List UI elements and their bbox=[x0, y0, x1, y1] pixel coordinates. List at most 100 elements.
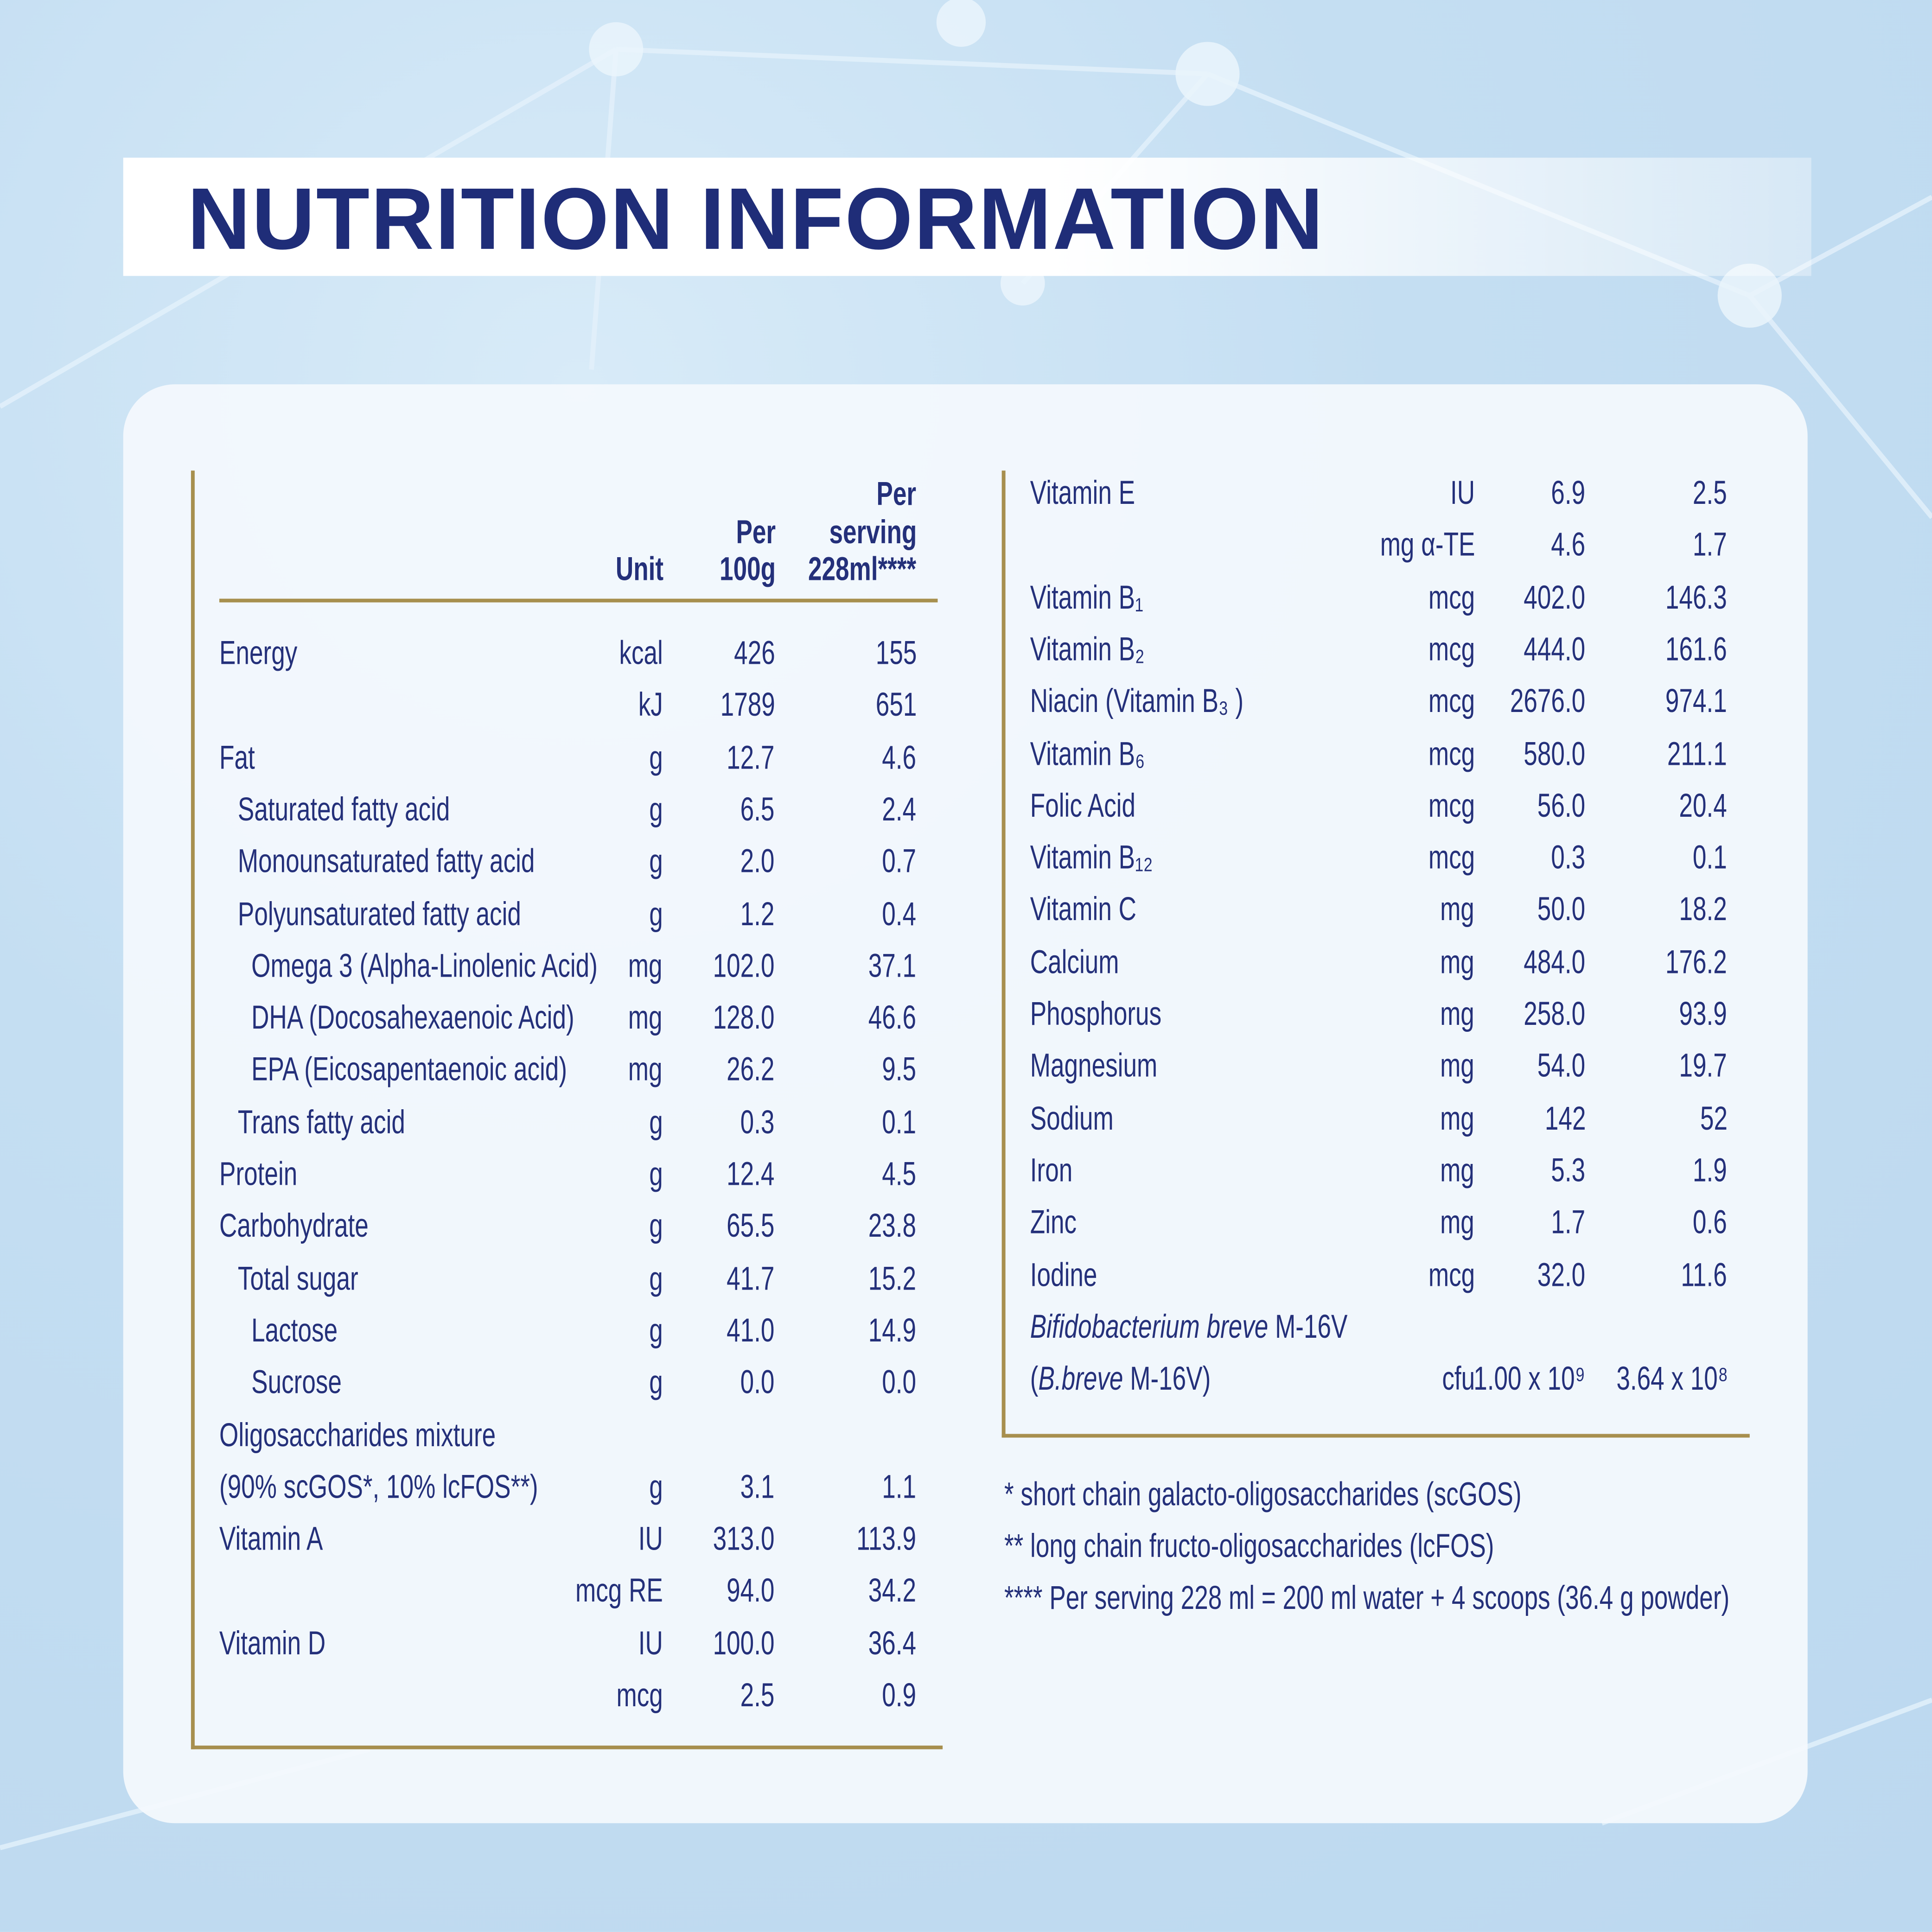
row-unit-text: mg bbox=[629, 999, 663, 1036]
row-per-serving: 93.9 bbox=[1358, 994, 1728, 1034]
row-unit: g bbox=[293, 1154, 663, 1194]
row-per-serving: 4.5 bbox=[547, 1154, 917, 1194]
row-per-serving: 23.8 bbox=[547, 1207, 917, 1246]
row-per-serving-text: 11.6 bbox=[1681, 1256, 1728, 1293]
row-unit: g bbox=[293, 789, 663, 829]
row-per-serving: 1.9 bbox=[1358, 1150, 1728, 1190]
row-per-100g-text: 313.0 bbox=[713, 1520, 775, 1557]
row-per-serving-text: 37.1 bbox=[868, 947, 917, 984]
row-unit-text: mcg bbox=[1428, 839, 1475, 876]
row-unit: mg bbox=[293, 1050, 663, 1089]
row-per-100g-text: 50.0 bbox=[1537, 891, 1586, 928]
row-label-text: Vitamin C bbox=[1030, 891, 1136, 928]
row-unit: g bbox=[293, 894, 663, 933]
right-table-border-bottom bbox=[1001, 1434, 1750, 1438]
row-per-serving-text: 2.4 bbox=[882, 790, 917, 828]
row-label-text: Folic Acid bbox=[1030, 787, 1135, 824]
row-label-text: (90% scGOS*, 10% lcFOS**) bbox=[219, 1468, 538, 1506]
row-label: Bifidobacterium breve M-16V bbox=[1030, 1307, 1459, 1346]
row-per-100g: 313.0 bbox=[405, 1519, 775, 1558]
row-per-100g: 100.0 bbox=[405, 1623, 775, 1663]
row-per-serving-text: 2.5 bbox=[1693, 474, 1728, 511]
row-label-text: Iron bbox=[1030, 1151, 1073, 1189]
row-per-serving-text: 161.6 bbox=[1666, 630, 1728, 668]
row-per-serving-text: 20.4 bbox=[1679, 787, 1728, 824]
row-unit-text: g bbox=[649, 1468, 663, 1506]
row-label: Fat bbox=[219, 737, 268, 777]
row-per-serving-text: 176.2 bbox=[1666, 943, 1728, 980]
header-unit-text: Unit bbox=[615, 550, 663, 588]
row-label-text: (B.breve M-16V) bbox=[1030, 1359, 1211, 1398]
row-label: (B.breve M-16V) bbox=[1030, 1359, 1274, 1398]
row-per-serving-text: 19.7 bbox=[1679, 1047, 1728, 1085]
row-unit: mg bbox=[1105, 1098, 1475, 1138]
row-unit: mg bbox=[1105, 942, 1475, 981]
row-per-100g-text: 2.5 bbox=[740, 1676, 775, 1714]
row-per-100g-text: 580.0 bbox=[1524, 735, 1586, 772]
row-unit-text: kJ bbox=[638, 686, 663, 724]
row-unit-text: g bbox=[649, 790, 663, 828]
row-unit: IU bbox=[293, 1519, 663, 1558]
row-label-text: Total sugar bbox=[237, 1259, 358, 1297]
row-per-100g-text: 0.3 bbox=[1551, 839, 1586, 876]
row-unit-text: mcg bbox=[1428, 1256, 1475, 1293]
row-per-serving: 0.7 bbox=[547, 842, 917, 881]
row-per-100g-text: 100.0 bbox=[713, 1624, 775, 1662]
row-per-serving-text: 52 bbox=[1700, 1099, 1728, 1137]
row-per-serving-text: 1.9 bbox=[1693, 1151, 1728, 1189]
row-per-100g-text: 4.6 bbox=[1551, 526, 1586, 564]
row-per-100g-text: 2676.0 bbox=[1510, 682, 1586, 720]
row-per-100g: 142 bbox=[1216, 1098, 1586, 1138]
row-per-100g: 444.0 bbox=[1216, 629, 1586, 669]
row-per-serving: 9.5 bbox=[547, 1050, 917, 1089]
row-unit-text: IU bbox=[1450, 474, 1475, 511]
row-label-text: Vitamin E bbox=[1030, 474, 1135, 511]
row-label: Vitamin A bbox=[219, 1519, 359, 1558]
row-per-100g: 102.0 bbox=[405, 946, 775, 985]
row-label: Omega 3 (Alpha-Linolenic Acid) bbox=[251, 946, 719, 985]
header-per100: 100g bbox=[407, 549, 776, 589]
row-per-100g-text: 1.00 x 10⁹ bbox=[1474, 1360, 1586, 1397]
row-per-serving-text: 14.9 bbox=[868, 1312, 917, 1349]
row-per-serving-text: 4.5 bbox=[882, 1155, 917, 1193]
row-label-text: Omega 3 (Alpha-Linolenic Acid) bbox=[251, 947, 598, 984]
row-unit-text: mg bbox=[1441, 943, 1475, 980]
row-per-serving-text: 155 bbox=[875, 634, 917, 672]
row-per-100g: 6.9 bbox=[1216, 473, 1586, 513]
row-per-100g: 1.7 bbox=[1216, 1202, 1586, 1242]
row-label: Vitamin E bbox=[1030, 473, 1172, 513]
row-per-100g: 426 bbox=[405, 633, 775, 673]
row-per-serving: 161.6 bbox=[1358, 629, 1728, 669]
row-per-100g: 128.0 bbox=[405, 998, 775, 1037]
row-unit: mcg bbox=[1105, 838, 1475, 877]
row-per-100g: 54.0 bbox=[1216, 1046, 1586, 1086]
page-title: NUTRITION INFORMATION bbox=[187, 171, 1325, 269]
row-label: Niacin (Vitamin B₃ ) bbox=[1030, 681, 1319, 721]
row-per-100g-text: 56.0 bbox=[1537, 787, 1586, 824]
row-per-serving: 0.1 bbox=[547, 1102, 917, 1142]
row-unit: mcg bbox=[293, 1675, 663, 1715]
left-table-border-bottom bbox=[191, 1745, 943, 1749]
row-unit: g bbox=[293, 1467, 663, 1506]
row-unit-text: mg bbox=[1441, 1047, 1475, 1085]
row-per-serving: 0.0 bbox=[547, 1363, 917, 1402]
row-per-serving: 37.1 bbox=[547, 946, 917, 985]
footnote-text: * short chain galacto-oligosaccharides (… bbox=[1004, 1475, 1522, 1513]
row-per-100g-text: 32.0 bbox=[1537, 1256, 1586, 1293]
row-per-serving: 2.4 bbox=[547, 789, 917, 829]
header-per100-text: 100g bbox=[720, 550, 777, 588]
row-per-100g-text: 6.5 bbox=[740, 790, 775, 828]
row-per-100g: 12.4 bbox=[405, 1154, 775, 1194]
row-unit-text: mg bbox=[1441, 891, 1475, 928]
row-per-serving: 0.6 bbox=[1358, 1202, 1728, 1242]
row-per-100g-text: 0.3 bbox=[740, 1103, 775, 1141]
row-label: Saturated fatty acid bbox=[238, 789, 524, 829]
row-per-serving-text: 0.7 bbox=[882, 843, 917, 880]
row-per-100g: 1789 bbox=[405, 685, 775, 724]
row-per-serving-text: 0.9 bbox=[882, 1676, 917, 1714]
row-unit-text: mcg bbox=[1428, 735, 1475, 772]
row-label-text: Carbohydrate bbox=[219, 1208, 369, 1245]
row-unit-text: g bbox=[649, 1312, 663, 1349]
row-per-100g-text: 12.7 bbox=[727, 738, 775, 776]
row-per-serving-text: 34.2 bbox=[868, 1572, 917, 1609]
